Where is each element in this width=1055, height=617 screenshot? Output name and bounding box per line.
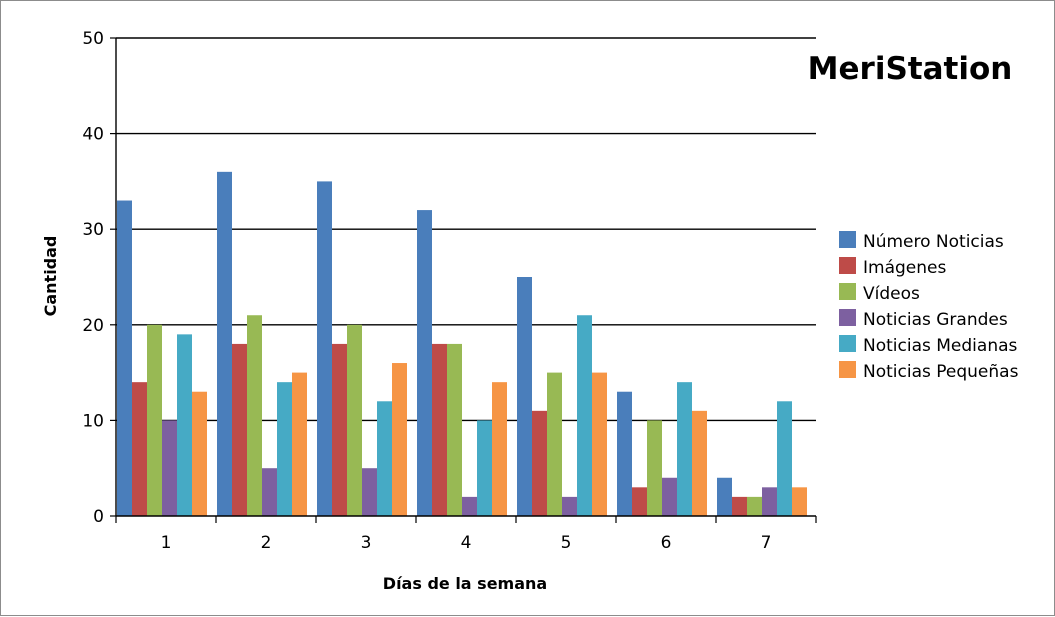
x-axis-title: Días de la semana bbox=[383, 574, 547, 593]
bar-series3-cat6 bbox=[762, 487, 777, 516]
legend-label: Noticias Pequeñas bbox=[863, 362, 1019, 382]
x-tick-label: 2 bbox=[261, 533, 272, 553]
legend-swatch bbox=[839, 335, 856, 352]
x-tick-label: 5 bbox=[561, 533, 572, 553]
bar-series1-cat2 bbox=[332, 343, 347, 516]
bar-series2-cat4 bbox=[547, 372, 562, 516]
bar-series4-cat2 bbox=[377, 401, 392, 516]
bar-series3-cat5 bbox=[662, 477, 677, 516]
legend: Número Noticias Imágenes Vídeos Noticias Gr… bbox=[839, 231, 1019, 382]
chart-title: MeriStation bbox=[808, 51, 1013, 87]
y-tick-labels: 0 10 20 30 40 50 bbox=[82, 29, 104, 527]
bar-series5-cat3 bbox=[492, 382, 507, 516]
bar-series5-cat2 bbox=[392, 363, 407, 516]
bar-series0-cat1 bbox=[217, 171, 232, 516]
bars bbox=[117, 171, 807, 516]
bar-series3-cat3 bbox=[462, 496, 477, 516]
bar-series3-cat1 bbox=[262, 468, 277, 516]
bar-series5-cat4 bbox=[592, 372, 607, 516]
x-tick-label: 3 bbox=[361, 533, 372, 553]
y-tick-label: 40 bbox=[82, 125, 104, 145]
bar-series5-cat6 bbox=[792, 487, 807, 516]
x-tick-label: 6 bbox=[661, 533, 672, 553]
axes bbox=[110, 37, 817, 523]
bar-series1-cat0 bbox=[132, 382, 147, 516]
x-tick-labels: 1 2 3 4 5 6 7 bbox=[161, 533, 772, 553]
bar-series4-cat1 bbox=[277, 382, 292, 516]
bar-series1-cat5 bbox=[632, 487, 647, 516]
y-tick-label: 50 bbox=[82, 29, 104, 49]
bar-series0-cat4 bbox=[517, 277, 532, 516]
legend-swatch bbox=[839, 309, 856, 326]
bar-series4-cat6 bbox=[777, 401, 792, 516]
y-tick-label: 10 bbox=[82, 411, 104, 431]
bar-series5-cat5 bbox=[692, 410, 707, 516]
bar-series2-cat2 bbox=[347, 324, 362, 516]
bar-series1-cat3 bbox=[432, 343, 447, 516]
bar-series2-cat6 bbox=[747, 496, 762, 516]
y-tick-label: 0 bbox=[93, 507, 104, 527]
y-tick-label: 30 bbox=[82, 220, 104, 240]
x-tick-label: 4 bbox=[461, 533, 472, 553]
legend-swatch bbox=[839, 283, 856, 300]
x-tick-label: 7 bbox=[761, 533, 772, 553]
legend-label: Número Noticias bbox=[863, 232, 1004, 252]
bar-series4-cat0 bbox=[177, 334, 192, 516]
legend-label: Noticias Grandes bbox=[863, 310, 1008, 330]
legend-label: Vídeos bbox=[863, 284, 920, 304]
bar-series0-cat0 bbox=[117, 200, 132, 516]
bar-series2-cat0 bbox=[147, 324, 162, 516]
bar-series2-cat5 bbox=[647, 420, 662, 516]
legend-swatch bbox=[839, 361, 856, 378]
bar-series2-cat3 bbox=[447, 343, 462, 516]
legend-label: Imágenes bbox=[863, 258, 946, 278]
bar-series1-cat6 bbox=[732, 496, 747, 516]
bar-series1-cat4 bbox=[532, 410, 547, 516]
legend-swatch bbox=[839, 231, 856, 248]
y-tick-label: 20 bbox=[82, 316, 104, 336]
bar-series4-cat5 bbox=[677, 382, 692, 516]
bar-series3-cat4 bbox=[562, 496, 577, 516]
bar-series4-cat4 bbox=[577, 315, 592, 516]
bar-series5-cat0 bbox=[192, 391, 207, 516]
legend-swatch bbox=[839, 257, 856, 274]
bar-series1-cat1 bbox=[232, 343, 247, 516]
x-tick-label: 1 bbox=[161, 533, 172, 553]
bar-series4-cat3 bbox=[477, 420, 492, 516]
y-axis-title: Cantidad bbox=[41, 236, 60, 317]
legend-label: Noticias Medianas bbox=[863, 336, 1018, 356]
bar-series0-cat2 bbox=[317, 181, 332, 516]
bar-series0-cat6 bbox=[717, 477, 732, 516]
bar-series2-cat1 bbox=[247, 315, 262, 516]
bar-series5-cat1 bbox=[292, 372, 307, 516]
bar-series0-cat5 bbox=[617, 391, 632, 516]
bar-series3-cat0 bbox=[162, 420, 177, 516]
bar-series3-cat2 bbox=[362, 468, 377, 516]
bar-series0-cat3 bbox=[417, 210, 432, 516]
